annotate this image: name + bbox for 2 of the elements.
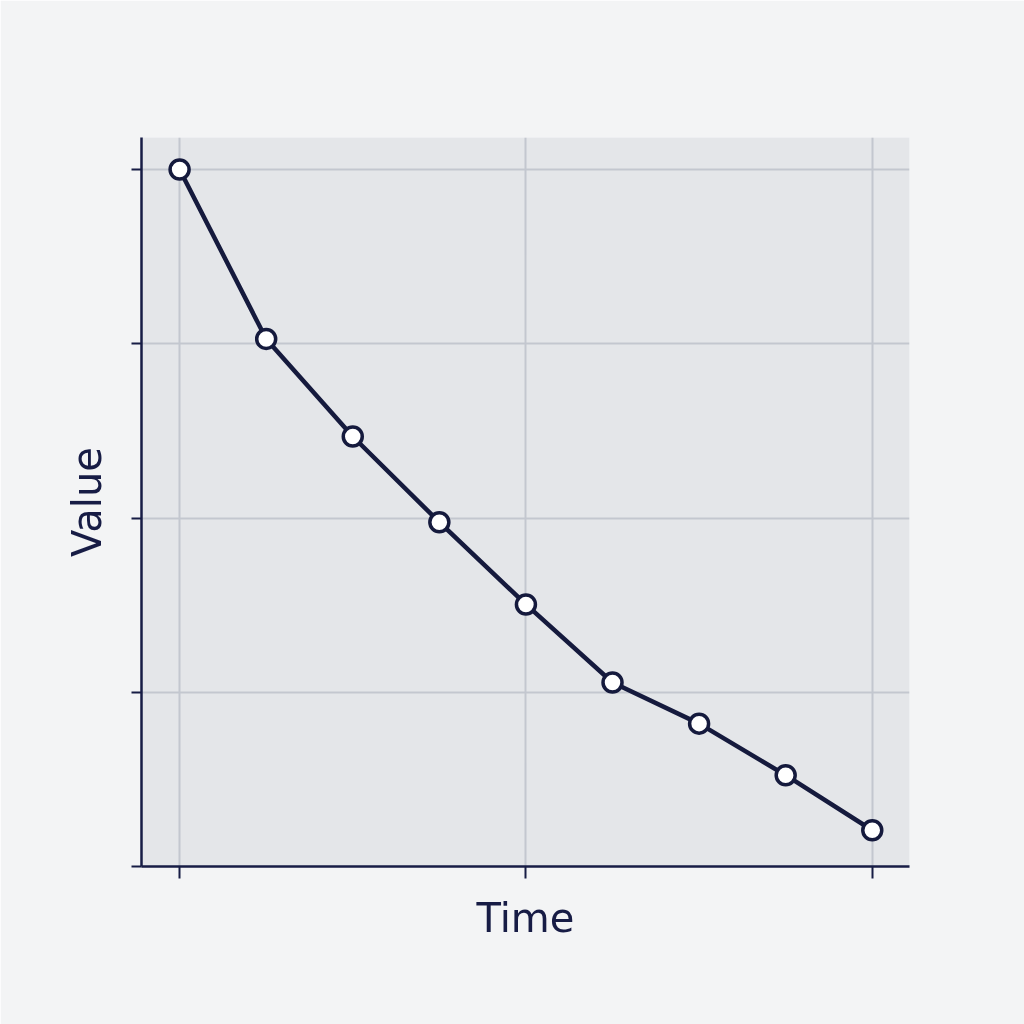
y-axis-title: Value bbox=[63, 447, 110, 557]
x-axis-title: Time bbox=[475, 894, 575, 941]
